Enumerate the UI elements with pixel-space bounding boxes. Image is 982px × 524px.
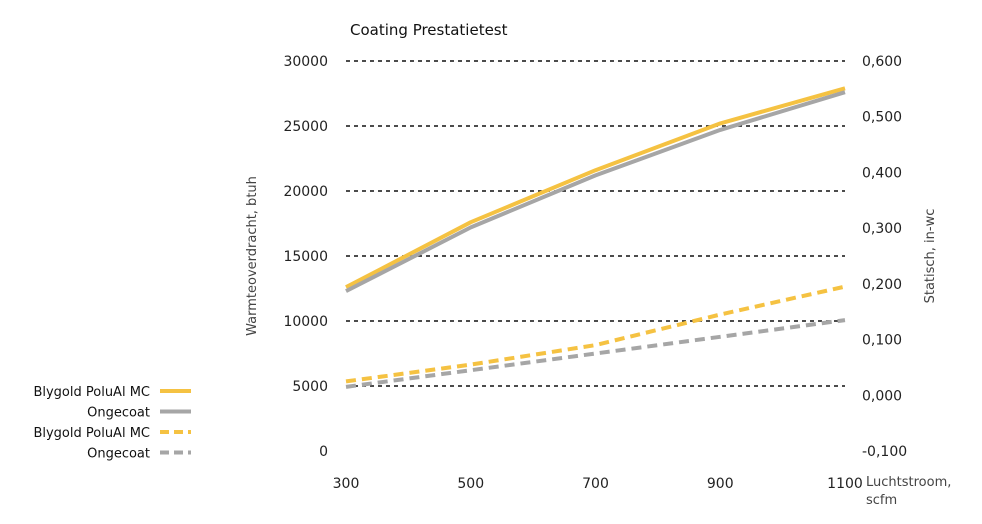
x-tick-label: 900 <box>707 476 734 492</box>
y-tick-label: 10000 <box>283 314 328 330</box>
y-axis-label: Warmteoverdracht, btuh <box>245 176 260 336</box>
y2-tick-label: 0,400 <box>862 165 902 181</box>
y-axis-ticks: 0 5000 10000 15000 20000 25000 30000 <box>283 54 328 460</box>
y2-axis-label: Statisch, in-wc <box>923 209 938 304</box>
series-line <box>345 318 846 389</box>
legend-label: Blygold PoluAl MC <box>33 385 150 400</box>
y-tick-label: 25000 <box>283 119 328 135</box>
y2-tick-label: 0,600 <box>862 54 902 70</box>
y-tick-label: 20000 <box>283 184 328 200</box>
y2-tick-label: 0,300 <box>862 221 902 237</box>
y2-tick-label: -0,100 <box>862 444 907 460</box>
y-tick-label: 30000 <box>283 54 328 70</box>
x-axis-label-line2: scfm <box>866 493 897 508</box>
x-tick-label: 500 <box>457 476 484 492</box>
chart-title: Coating Prestatietest <box>350 21 508 39</box>
y2-axis-ticks: -0,100 0,000 0,100 0,200 0,300 0,400 0,500 0,60… <box>862 54 907 460</box>
x-tick-label: 300 <box>333 476 360 492</box>
y2-tick-label: 0,000 <box>862 388 902 404</box>
legend: Blygold PoluAl MC Ongecoat Blygold PoluAl … <box>33 385 191 462</box>
legend-label: Ongecoat <box>87 406 150 421</box>
series-line <box>345 284 846 384</box>
x-tick-label: 700 <box>582 476 609 492</box>
x-tick-label: 1100 <box>827 476 863 492</box>
y2-tick-label: 0,100 <box>862 333 902 349</box>
x-axis-label-line1: Luchtstroom, <box>866 475 951 490</box>
y2-tick-label: 0,200 <box>862 277 902 293</box>
x-axis-ticks: 300 500 700 900 1100 <box>333 476 863 492</box>
grid <box>346 60 845 387</box>
y-tick-label: 5000 <box>292 379 328 395</box>
legend-label: Ongecoat <box>87 447 150 462</box>
y2-tick-label: 0,500 <box>862 110 902 126</box>
legend-label: Blygold PoluAl MC <box>33 426 150 441</box>
series-line <box>345 90 846 293</box>
y-tick-label: 0 <box>319 444 328 460</box>
y-tick-label: 15000 <box>283 249 328 265</box>
series-line <box>345 86 846 289</box>
series-group <box>345 86 846 389</box>
